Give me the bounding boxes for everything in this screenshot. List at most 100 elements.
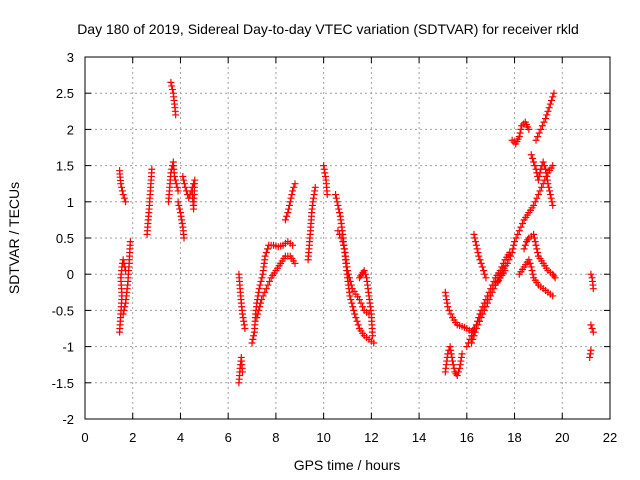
data-point — [335, 205, 343, 213]
data-point — [261, 288, 269, 296]
x-tick-label: 20 — [555, 430, 569, 445]
data-point — [512, 234, 520, 242]
data-point — [180, 176, 188, 184]
data-points — [116, 78, 597, 387]
data-point — [549, 162, 557, 170]
data-point — [472, 238, 480, 246]
data-point — [482, 274, 490, 282]
data-point — [258, 296, 266, 304]
data-point — [148, 165, 156, 173]
data-point — [334, 227, 342, 235]
data-point — [515, 133, 523, 141]
data-point — [287, 194, 295, 202]
data-point — [121, 303, 129, 311]
data-point — [254, 310, 262, 318]
data-point — [533, 194, 541, 202]
data-point — [532, 241, 540, 249]
data-point — [188, 191, 196, 199]
data-point — [339, 238, 347, 246]
y-tick-label: 1 — [67, 195, 74, 210]
data-point — [548, 96, 556, 104]
data-point — [283, 212, 291, 220]
data-point — [176, 205, 184, 213]
data-point — [285, 205, 293, 213]
data-point — [543, 111, 551, 119]
data-point — [505, 256, 513, 264]
data-point — [551, 274, 559, 282]
data-point — [346, 292, 354, 300]
data-point — [530, 158, 538, 166]
plot-frame — [84, 56, 611, 420]
data-point — [311, 183, 319, 191]
data-point — [475, 252, 483, 260]
data-point — [474, 248, 482, 256]
data-point — [340, 245, 348, 253]
data-point — [537, 125, 545, 133]
data-point — [529, 270, 537, 278]
data-point — [119, 256, 127, 264]
data-point — [181, 183, 189, 191]
data-point — [172, 180, 180, 188]
data-point — [528, 154, 536, 162]
data-point — [357, 299, 365, 307]
data-point — [520, 245, 528, 253]
y-tick-label: 0.5 — [56, 231, 74, 246]
data-point — [345, 274, 353, 282]
data-point — [445, 306, 453, 314]
x-tick-label: 0 — [81, 430, 88, 445]
data-point — [353, 317, 361, 325]
data-point — [120, 306, 128, 314]
data-point — [517, 125, 525, 133]
data-point — [288, 191, 296, 199]
y-tick-label: 2.5 — [56, 86, 74, 101]
data-point — [348, 299, 356, 307]
data-point — [503, 259, 511, 267]
data-point — [253, 314, 261, 322]
data-point — [528, 267, 536, 275]
data-point — [518, 122, 526, 130]
data-point — [538, 122, 546, 130]
data-point — [323, 191, 331, 199]
data-point — [471, 328, 479, 336]
data-point — [509, 245, 517, 253]
data-point — [544, 180, 552, 188]
data-point — [540, 162, 548, 170]
data-point — [352, 314, 360, 322]
data-point — [449, 357, 456, 365]
x-tick-label: 10 — [316, 430, 330, 445]
data-point — [290, 183, 298, 191]
data-point — [530, 201, 538, 209]
data-point — [480, 306, 488, 314]
data-point — [167, 78, 175, 86]
data-point — [180, 180, 188, 188]
data-point — [250, 332, 258, 340]
data-point — [519, 220, 526, 228]
data-point — [249, 335, 257, 343]
data-point — [550, 272, 558, 280]
data-point — [527, 151, 535, 159]
data-point — [118, 183, 126, 191]
data-point — [289, 241, 297, 249]
data-point — [281, 216, 289, 224]
data-point — [332, 194, 340, 202]
y-tick-label: -1.5 — [52, 376, 74, 391]
data-point — [122, 198, 130, 206]
data-point — [510, 241, 518, 249]
data-point — [531, 198, 539, 206]
data-point — [479, 310, 487, 318]
data-point — [536, 187, 544, 195]
data-point — [351, 310, 359, 318]
x-tick-label: 2 — [129, 430, 136, 445]
data-point — [349, 303, 357, 311]
data-point — [484, 299, 491, 307]
x-tick-label: 18 — [507, 430, 521, 445]
data-point — [173, 183, 181, 191]
data-point — [347, 281, 355, 289]
data-point — [530, 230, 538, 238]
data-point — [476, 256, 484, 264]
data-point — [477, 259, 485, 267]
data-point — [344, 267, 351, 275]
data-point — [346, 277, 354, 285]
data-point — [256, 281, 264, 289]
y-tick-label: -1 — [62, 340, 74, 355]
